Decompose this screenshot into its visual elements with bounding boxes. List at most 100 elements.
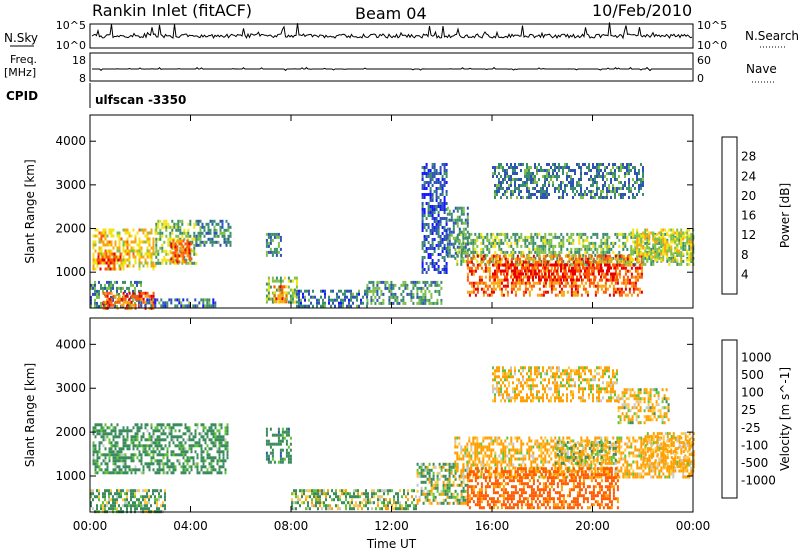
power-cell-12 (444, 268, 446, 271)
power-cell-2 (172, 251, 174, 254)
power-cell-17 (516, 178, 518, 181)
power-cell-14 (505, 258, 507, 261)
power-cell-17 (566, 178, 568, 181)
power-cell-1 (195, 262, 197, 265)
velocity-cell-0 (163, 471, 165, 474)
power-cell-17 (636, 175, 638, 178)
velocity-cell-2 (286, 434, 288, 437)
power-cell-0 (119, 235, 121, 238)
power-cell-1 (169, 235, 171, 238)
power-cell-13 (528, 236, 530, 239)
power-cell-13 (504, 236, 506, 239)
power-cell-6 (135, 304, 137, 307)
velocity-cell-0 (195, 444, 197, 447)
velocity-cell-0 (97, 450, 99, 453)
power-cell-0 (149, 244, 151, 247)
velocity-cell-0 (213, 432, 215, 435)
velocity-cell-0 (173, 465, 175, 468)
power-cell-12 (444, 172, 446, 175)
power-cell-12 (438, 214, 440, 217)
power-cell-13 (500, 251, 502, 254)
velocity-cell-0 (149, 468, 151, 471)
velocity-cell-0 (133, 447, 135, 450)
power-cell-13 (670, 257, 672, 260)
velocity-cell-3 (291, 498, 293, 501)
power-cell-14 (469, 291, 471, 294)
power-cell-18 (660, 244, 662, 247)
power-cell-4 (110, 259, 112, 262)
power-cell-17 (514, 190, 516, 193)
power-cell-15 (598, 264, 600, 267)
velocity-cell-0 (137, 468, 139, 471)
power-cell-17 (566, 166, 568, 169)
power-cell-17 (588, 169, 590, 172)
power-cell-13 (530, 242, 532, 245)
velocity-cell-1 (120, 495, 122, 498)
power-cell-4 (98, 256, 100, 259)
power-cell-0 (123, 268, 125, 271)
power-cell-14 (579, 258, 581, 261)
power-cell-2 (172, 254, 174, 257)
velocity-cell-0 (147, 429, 149, 432)
power-cell-8 (288, 286, 290, 289)
velocity-cell-0 (107, 435, 109, 438)
power-cell-2 (184, 251, 186, 254)
velocity-cell-1 (120, 507, 122, 510)
velocity-cell-3 (313, 492, 315, 495)
velocity-cell-0 (221, 438, 223, 441)
velocity-cell-0 (195, 435, 197, 438)
power-cell-18 (658, 232, 660, 235)
power-cell-14 (575, 258, 577, 261)
power-cell-16 (453, 255, 455, 258)
power-cell-5 (104, 287, 106, 290)
power-cell-14 (499, 279, 501, 282)
power-cell-16 (461, 219, 463, 222)
power-cell-18 (638, 250, 640, 253)
power-cell-2 (176, 251, 178, 254)
power-cell-5 (114, 281, 116, 284)
power-cell-9 (279, 300, 281, 303)
power-cell-13 (612, 242, 614, 245)
power-cell-12 (422, 187, 424, 190)
power-cell-17 (506, 196, 508, 199)
velocity-cell-3 (301, 495, 303, 498)
power-cell-13 (554, 245, 556, 248)
power-cell-16 (467, 231, 469, 234)
power-cell-14 (477, 264, 479, 267)
power-cell-17 (612, 187, 614, 190)
power-cell-18 (686, 232, 688, 235)
power-cell-5 (120, 290, 122, 293)
power-cell-0 (93, 235, 95, 238)
power-cell-16 (449, 228, 451, 231)
velocity-cell-0 (185, 423, 187, 426)
power-cell-12 (438, 247, 440, 250)
power-cell-12 (432, 184, 434, 187)
power-cell-4 (114, 262, 116, 265)
power-cell-15 (560, 264, 562, 267)
power-cell-15 (538, 276, 540, 279)
power-cell-16 (455, 252, 457, 255)
power-cell-14 (521, 282, 523, 285)
power-cell-13 (526, 245, 528, 248)
power-cell-13 (690, 233, 692, 236)
power-cell-17 (560, 196, 562, 199)
power-cell-6 (105, 292, 107, 295)
power-cell-0 (123, 259, 125, 262)
power-cell-1 (171, 226, 173, 229)
velocity-cell-0 (133, 459, 135, 462)
power-cell-15 (614, 279, 616, 282)
power-cell-14 (487, 285, 489, 288)
power-cell-18 (636, 253, 638, 256)
power-cell-3 (230, 244, 232, 247)
power-cell-6 (119, 301, 121, 304)
power-cell-13 (542, 242, 544, 245)
velocity-cell-0 (153, 447, 155, 450)
velocity-cell-3 (299, 504, 301, 507)
power-cell-0 (93, 253, 95, 256)
velocity-cell-0 (213, 429, 215, 432)
velocity-cell-0 (133, 426, 135, 429)
velocity-cell-1 (150, 495, 152, 498)
power-cell-7 (200, 298, 202, 301)
power-cell-17 (544, 175, 546, 178)
power-cell-13 (532, 248, 534, 251)
